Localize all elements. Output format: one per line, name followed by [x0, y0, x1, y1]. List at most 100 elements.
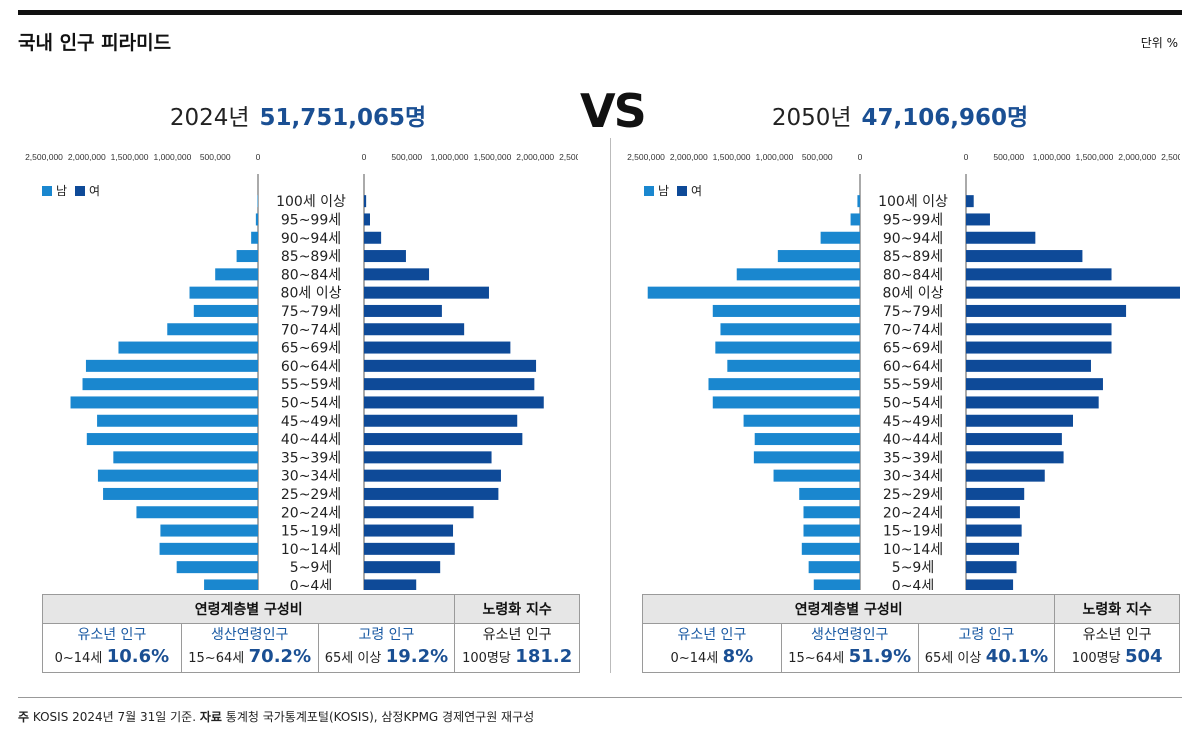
bar-female: [966, 268, 1112, 281]
age-group-label: 95~99세: [281, 212, 341, 228]
bar-female: [966, 359, 1091, 372]
legend-male-label: 남: [658, 184, 670, 198]
age-group-label: 0~4세: [290, 578, 332, 590]
elderly-label: 고령 인구: [958, 627, 1015, 644]
age-group-label: 70~74세: [883, 322, 943, 338]
bar-female: [364, 213, 370, 226]
age-group-label: 5~9세: [892, 560, 934, 576]
age-group-label: 55~59세: [281, 377, 341, 393]
aging-cell: 유소년 인구 100명당 181.2: [454, 623, 580, 673]
axis-tick-left: 500,000: [802, 152, 833, 162]
age-group-label: 50~54세: [281, 395, 341, 411]
bar-female: [966, 524, 1022, 537]
bar-female: [364, 359, 537, 372]
bar-female: [364, 323, 465, 336]
working-value: 51.9%: [848, 646, 912, 668]
bar-male: [820, 231, 860, 244]
bar-male: [753, 451, 860, 464]
axis-tick-right: 2,500,000: [1161, 152, 1180, 162]
age-group-label: 65~69세: [883, 341, 943, 357]
bar-female: [966, 250, 1083, 263]
axis-tick-left: 2,500,000: [627, 152, 665, 162]
axis-tick-right: 1,500,000: [1075, 152, 1113, 162]
panel-heading: 2024년 51,751,065명: [18, 98, 578, 132]
age-group-label: 95~99세: [883, 212, 943, 228]
elderly-value: 19.2%: [385, 646, 449, 668]
age-group-label: 40~44세: [883, 432, 943, 448]
legend-female-swatch: [677, 185, 688, 196]
bar-male: [97, 414, 259, 427]
bar-male: [160, 524, 258, 537]
bar-female: [364, 487, 499, 500]
center-divider: [610, 138, 611, 673]
age-group-label: 45~49세: [281, 414, 341, 430]
unit-label: 단위 %: [1140, 36, 1178, 50]
bar-female: [966, 231, 1036, 244]
age-group-label: 80세 이상: [883, 286, 944, 302]
age-group-label: 30~34세: [883, 469, 943, 485]
bar-female: [364, 542, 455, 555]
working-range: 15~64세: [788, 651, 845, 667]
note-text: KOSIS 2024년 7월 31일 기준.: [32, 710, 197, 724]
age-group-label: 85~89세: [883, 249, 943, 265]
bar-female: [364, 341, 511, 354]
bar-female: [364, 195, 367, 208]
age-group-label: 90~94세: [281, 231, 341, 247]
bar-female: [364, 378, 535, 391]
age-group-label: 40~44세: [281, 432, 341, 448]
axis-tick-right: 2,000,000: [1118, 152, 1156, 162]
bar-female: [364, 469, 501, 482]
bar-female: [364, 433, 523, 446]
bar-male: [857, 195, 860, 208]
bar-male: [712, 396, 860, 409]
bar-female: [364, 250, 406, 263]
bar-female: [364, 414, 518, 427]
axis-tick-left: 1,000,000: [755, 152, 793, 162]
bar-male: [136, 506, 258, 519]
bar-male: [799, 487, 860, 500]
working-label: 생산연령인구: [211, 627, 289, 644]
bar-male: [236, 250, 258, 263]
elderly-value: 40.1%: [985, 646, 1049, 668]
bar-male: [720, 323, 860, 336]
bar-male: [103, 487, 259, 500]
pyramid-chart-2050: 2,500,000 2,000,000 1,500,000 1,000,000 500,…: [627, 152, 1180, 590]
elderly-range: 65세 이상: [324, 651, 382, 667]
bar-female: [364, 286, 489, 299]
axis-tick-right: 2,000,000: [516, 152, 554, 162]
age-group-label: 0~4세: [892, 578, 934, 590]
bar-male: [82, 378, 259, 391]
aging-value: 504: [1124, 646, 1163, 668]
axis-tick-left: 0: [858, 152, 863, 162]
bar-male: [803, 506, 860, 519]
working-range: 15~64세: [188, 651, 245, 667]
age-group-label: 20~24세: [883, 505, 943, 521]
source-label: 자료: [199, 710, 222, 724]
bar-male: [85, 359, 258, 372]
age-group-label: 80세 이상: [281, 286, 342, 302]
legend: 남 여: [42, 182, 100, 199]
bar-male: [715, 341, 860, 354]
axis-tick-left: 2,000,000: [68, 152, 106, 162]
age-group-label: 20~24세: [281, 505, 341, 521]
axis-tick-left: 1,000,000: [153, 152, 191, 162]
age-group-label: 80~84세: [281, 267, 341, 283]
elderly-range: 65세 이상: [924, 651, 982, 667]
population-total: 51,751,065명: [259, 105, 427, 131]
aging-label: 유소년 인구: [482, 627, 552, 644]
working-cell: 생산연령인구 15~64세 70.2%: [180, 623, 319, 673]
bar-female: [364, 268, 430, 281]
top-rule: [18, 10, 1182, 15]
pyramid-chart-2024: 2,500,000 2,000,000 1,500,000 1,000,000 500,…: [25, 152, 578, 590]
panel-heading: 2050년 47,106,960명: [620, 98, 1180, 132]
age-group-label: 50~54세: [883, 395, 943, 411]
axis-tick-right: 1,000,000: [431, 152, 469, 162]
age-group-label: 65~69세: [281, 341, 341, 357]
bar-male: [712, 304, 860, 317]
axis-tick-left: 0: [256, 152, 261, 162]
axis-tick-left: 2,000,000: [670, 152, 708, 162]
age-group-label: 30~34세: [281, 469, 341, 485]
bar-male: [808, 561, 860, 574]
axis-tick-right: 500,000: [391, 152, 422, 162]
legend: 남 여: [644, 182, 702, 199]
